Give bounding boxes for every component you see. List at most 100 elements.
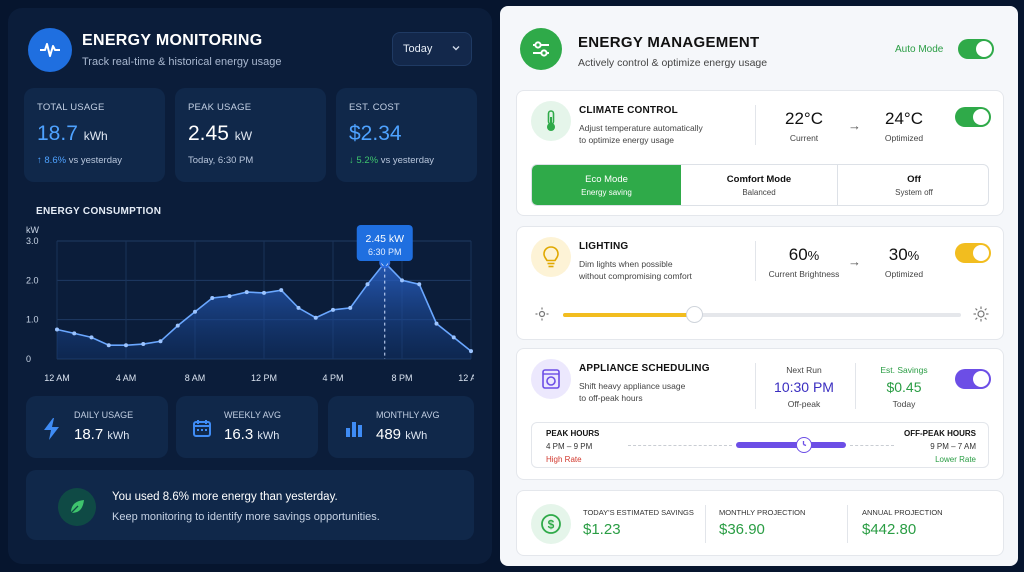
- y-tick-label: 3.0: [26, 236, 39, 246]
- schedule-window-bar: [736, 442, 846, 448]
- leaf-icon: [58, 488, 96, 526]
- data-point: [400, 278, 404, 283]
- data-point: [434, 321, 439, 326]
- stat-label: TOTAL USAGE: [37, 102, 105, 113]
- summary-value: 489 kWh: [376, 426, 428, 443]
- y-tick-label: 1.0: [26, 315, 39, 325]
- peak-hours-title: PEAK HOURS: [546, 429, 600, 438]
- x-tick-label: 12 AM: [44, 373, 70, 383]
- est-savings-value: $0.45: [886, 379, 922, 395]
- clock-icon[interactable]: [796, 437, 812, 453]
- climate-current-label: Current: [789, 133, 819, 143]
- lightbulb-icon: [531, 237, 571, 277]
- savings-summary-card: $ TODAY'S ESTIMATED SAVINGS $1.23 MONTHL…: [516, 490, 1004, 556]
- data-point: [262, 290, 266, 295]
- energy-management-panel: ENERGY MANAGEMENT Actively control & opt…: [500, 6, 1018, 566]
- data-point: [227, 294, 232, 299]
- savings-annual-value: $442.80: [862, 521, 917, 538]
- appliance-scheduling-card: APPLIANCE SCHEDULING Shift heavy applian…: [516, 348, 1004, 480]
- stat-value: $2.34: [349, 122, 402, 145]
- arrow-right-icon: →: [848, 254, 861, 269]
- timeline-dash: [628, 445, 732, 446]
- savings-today-label: TODAY'S ESTIMATED SAVINGS: [583, 508, 694, 517]
- period-select[interactable]: Today: [392, 32, 472, 66]
- data-point: [55, 327, 59, 332]
- lighting-optimized-brightness: 30%: [888, 245, 920, 264]
- brightness-slider[interactable]: [563, 306, 961, 323]
- climate-desc: Adjust temperature automatically to optim…: [579, 123, 703, 145]
- stat-footnote: ↓ 5.2% vs yesterday: [349, 155, 435, 166]
- summary-label: MONTHLY AVG: [376, 410, 440, 420]
- brightness-slider-handle[interactable]: [686, 306, 704, 323]
- appliance-title: APPLIANCE SCHEDULING: [579, 363, 710, 374]
- svg-text:$: $: [548, 518, 555, 532]
- peak-tooltip-pointer: [379, 261, 390, 267]
- arrow-down-icon: ↓: [349, 155, 354, 166]
- climate-toggle[interactable]: [955, 107, 991, 127]
- management-title: ENERGY MANAGEMENT: [578, 34, 760, 51]
- y-tick-label: 0: [26, 354, 31, 364]
- bolt-icon: [42, 418, 62, 440]
- climate-title: CLIMATE CONTROL: [579, 105, 678, 116]
- off-peak-title: OFF-PEAK HOURS: [904, 429, 976, 438]
- peak-hours-timeline: PEAK HOURS 4 PM – 9 PM High Rate OFF-PEA…: [531, 422, 989, 468]
- lighting-optimized-label: Optimized: [884, 269, 924, 279]
- bar-chart-icon: [344, 418, 364, 438]
- divider: [755, 241, 756, 281]
- energy-monitoring-panel: ENERGY MONITORING Track real-time & hist…: [8, 8, 492, 564]
- auto-mode-toggle[interactable]: [958, 39, 994, 59]
- data-point: [175, 323, 180, 328]
- consumption-area: [57, 262, 471, 359]
- lighting-card: LIGHTING Dim lights when possible without…: [516, 226, 1004, 340]
- calendar-icon: [192, 418, 212, 438]
- data-point: [313, 315, 318, 320]
- period-select-value: Today: [403, 43, 433, 55]
- divider: [855, 363, 856, 409]
- arrow-right-icon: →: [848, 118, 861, 133]
- washing-machine-icon: [531, 359, 571, 399]
- mode-eco-button[interactable]: Eco Mode Energy saving: [532, 165, 681, 205]
- y-axis-label: kW: [26, 225, 40, 235]
- data-point: [451, 335, 456, 340]
- climate-current-temp: 22°C: [785, 109, 823, 128]
- stat-footnote: ↑ 8.6% vs yesterday: [37, 155, 123, 166]
- data-point: [244, 290, 249, 295]
- data-point: [417, 282, 422, 287]
- data-point: [210, 296, 215, 301]
- chevron-down-icon: [451, 43, 461, 56]
- data-point: [279, 288, 284, 293]
- x-tick-label: 4 PM: [322, 373, 343, 383]
- lighting-title: LIGHTING: [579, 241, 629, 252]
- data-point: [106, 343, 111, 348]
- climate-optimized-temp: 24°C: [885, 109, 923, 128]
- x-tick-label: 8 AM: [185, 373, 206, 383]
- timeline-dash: [850, 445, 894, 446]
- data-point: [193, 309, 197, 314]
- insight-line-1: You used 8.6% more energy than yesterday…: [112, 491, 338, 503]
- summary-label: DAILY USAGE: [74, 410, 134, 420]
- savings-today-value: $1.23: [583, 521, 621, 538]
- x-tick-label: 12 PM: [251, 373, 277, 383]
- thermometer-icon: [531, 101, 571, 141]
- off-peak-time: 9 PM – 7 AM: [930, 442, 976, 451]
- stat-card-peak-usage: PEAK USAGE 2.45 kW Today, 6:30 PM: [175, 88, 326, 182]
- data-point: [158, 339, 163, 344]
- data-point: [141, 342, 146, 347]
- appliance-toggle[interactable]: [955, 369, 991, 389]
- sun-dim-icon: [535, 307, 549, 326]
- data-point: [124, 343, 128, 348]
- mode-comfort-button[interactable]: Comfort Mode Balanced: [681, 165, 838, 205]
- monitoring-title: ENERGY MONITORING: [82, 32, 263, 49]
- mode-off-button[interactable]: Off System off: [895, 174, 933, 197]
- usage-insight-banner: You used 8.6% more energy than yesterday…: [26, 470, 474, 540]
- y-tick-label: 2.0: [26, 275, 39, 285]
- lighting-toggle[interactable]: [955, 243, 991, 263]
- climate-optimized-label: Optimized: [884, 133, 924, 143]
- divider: [755, 105, 756, 145]
- lighting-current-brightness: 60%: [788, 245, 820, 264]
- monitoring-subtitle: Track real-time & historical energy usag…: [82, 56, 282, 68]
- stat-label: PEAK USAGE: [188, 102, 252, 113]
- next-run-sub: Off-peak: [787, 399, 821, 409]
- chart-title: ENERGY CONSUMPTION: [36, 206, 162, 217]
- stat-label: EST. COST: [349, 102, 400, 113]
